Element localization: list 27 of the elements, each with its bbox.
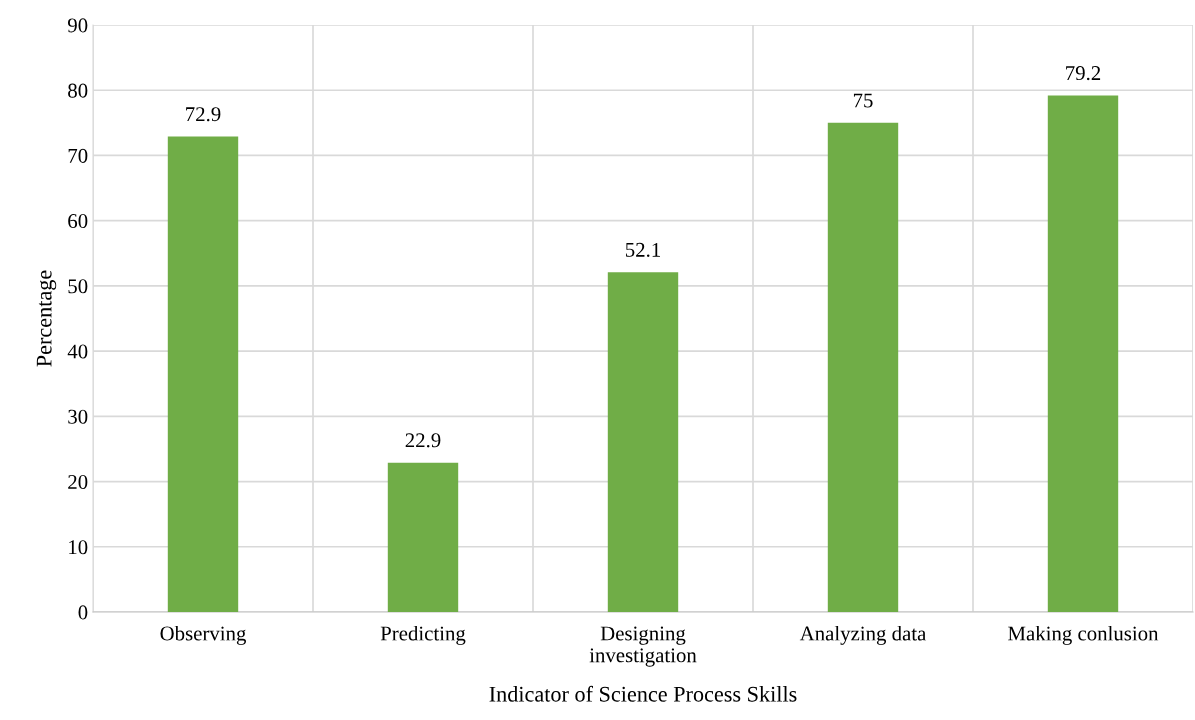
data-label: 22.9	[405, 433, 441, 448]
bar	[1047, 95, 1119, 612]
bar	[607, 272, 679, 612]
data-label: 79.2	[1066, 66, 1101, 81]
y-tick-label: 0	[78, 605, 88, 620]
y-tick-label: 20	[68, 474, 88, 489]
data-label: 75	[853, 93, 873, 108]
y-tick-label: 70	[68, 148, 88, 163]
x-tick-label: Making conlusion	[1008, 625, 1159, 645]
y-tick-label: 80	[68, 83, 88, 98]
y-tick-label: 50	[68, 279, 88, 294]
y-tick-label: 60	[68, 214, 88, 229]
x-tick-label: Predicting	[380, 625, 466, 645]
y-axis-title: Percentage	[36, 270, 57, 367]
y-tick-label: 40	[67, 344, 88, 359]
y-tick-label: 10	[69, 540, 88, 555]
bar	[387, 462, 459, 612]
y-tick-label: 30	[68, 409, 88, 424]
x-tick-label: Observing	[160, 625, 246, 645]
x-tick-label: Analyzing data	[799, 625, 927, 645]
data-label: 52.1	[625, 242, 660, 257]
x-axis-title: Indicator of Science Process Skills	[489, 685, 797, 702]
bar	[827, 122, 899, 612]
bar	[167, 136, 239, 612]
y-tick-label: 90	[67, 18, 88, 33]
x-tick-label: Designing investigation	[589, 626, 697, 667]
data-label: 72.9	[186, 107, 221, 122]
